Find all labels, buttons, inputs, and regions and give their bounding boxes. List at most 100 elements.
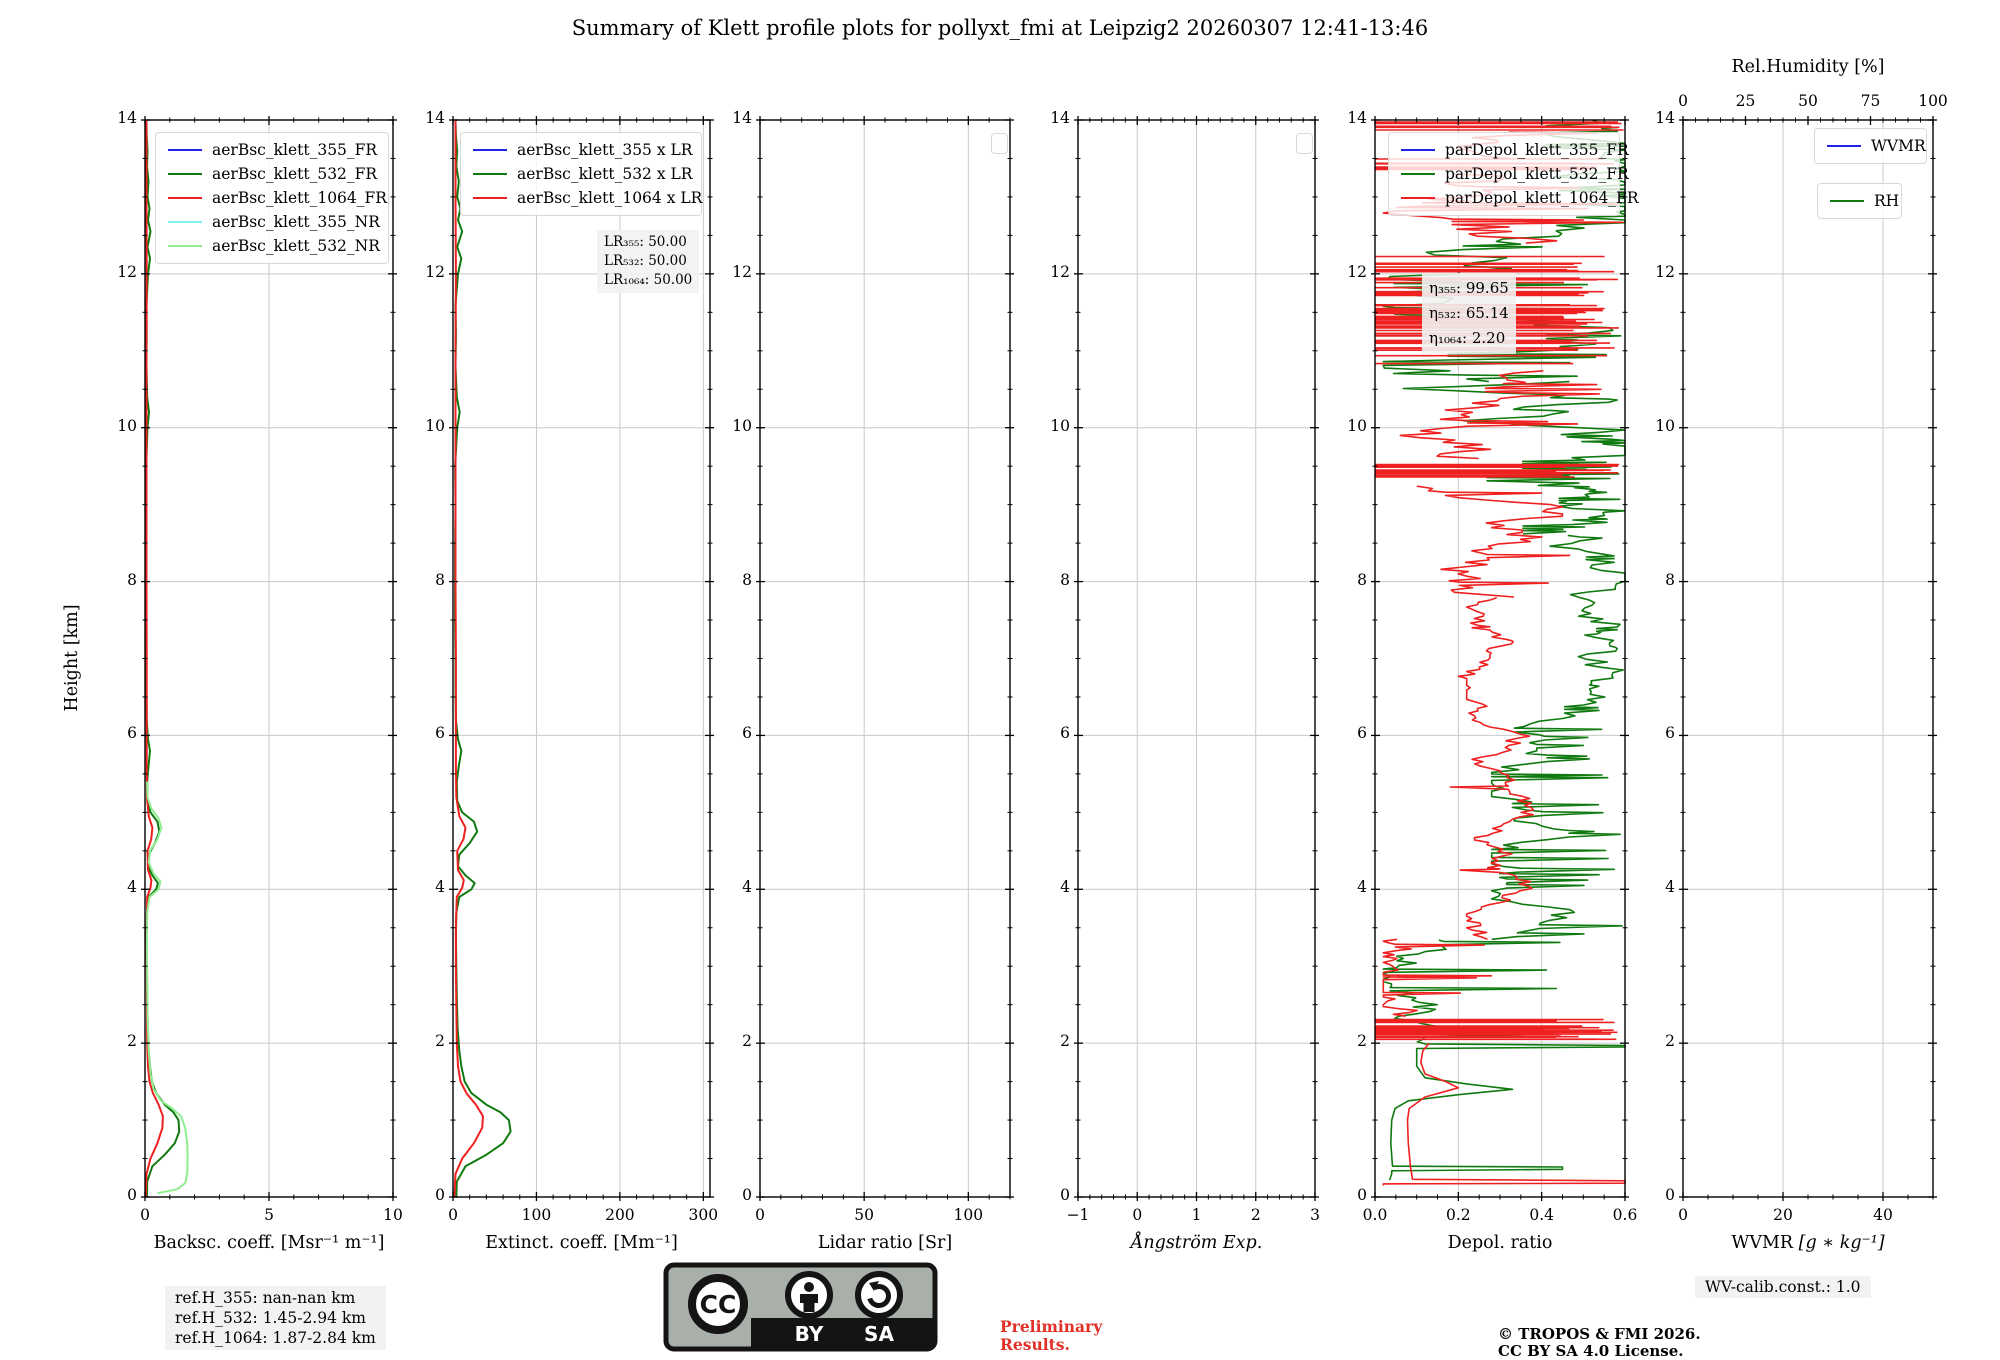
x-axis-label-text: Extinct. coeff. [Mm⁻¹] xyxy=(485,1233,678,1253)
y-tick-label: 0 xyxy=(1357,1186,1367,1204)
x-tick-label: 100 xyxy=(953,1206,984,1224)
legend-line-swatch xyxy=(1401,173,1435,175)
x-tick-label: 0 xyxy=(755,1206,765,1224)
svg-text:CC: CC xyxy=(700,1290,737,1319)
cc-icon: CC xyxy=(688,1274,748,1334)
x-tick-label: 10 xyxy=(383,1206,403,1224)
cc-by-sa-badge: CC BY SA xyxy=(663,1262,938,1356)
plot-canvas-backscatter xyxy=(141,116,397,1201)
x-axis-label-angstrom: Ångström Exp. xyxy=(1078,1233,1315,1253)
y-tick-label: 2 xyxy=(435,1032,445,1051)
wv-calibration-annotation: WV-calib.const.: 1.0 xyxy=(1695,1276,1871,1298)
legend-line-swatch xyxy=(473,149,507,151)
legend-label: aerBsc_klett_532_FR xyxy=(212,165,378,183)
plot-lidar_ratio: 0 50 100 0 2 4 6 8 10 12 14 Lidar ratio [Sr] xyxy=(732,108,1022,1253)
copyright-line-2: CC BY SA 4.0 License. xyxy=(1498,1342,1684,1360)
legend-line-swatch xyxy=(168,173,202,175)
legend-extinction: aerBsc_klett_355 x LR aerBsc_klett_532 x … xyxy=(460,132,702,216)
preliminary-line-2: Results. xyxy=(1000,1335,1070,1354)
y-tick-label: 10 xyxy=(1050,416,1070,435)
x-axis-label-backscatter: Backsc. coeff. [Msr⁻¹ m⁻¹] xyxy=(145,1233,393,1253)
legend-item: parDepol_klett_355_FR xyxy=(1389,138,1629,162)
y-tick-label: 4 xyxy=(127,878,137,897)
legend-item: parDepol_klett_532_FR xyxy=(1389,162,1629,186)
y-tick-label: 10 xyxy=(1347,416,1367,435)
y-tick-label: 0 xyxy=(1665,1186,1675,1204)
y-tick-label: 6 xyxy=(127,724,137,743)
legend-wvmr: WVMR xyxy=(1814,128,1927,164)
plot-angstrom: −1 0 1 2 3 0 2 4 6 8 10 12 14 Ångström Exp. xyxy=(1050,108,1327,1253)
annotation-line: LR₅₃₂: 50.00 xyxy=(604,253,687,269)
annotation-line: η₃₅₅: 99.65 xyxy=(1429,279,1509,297)
legend-item: aerBsc_klett_532_FR xyxy=(156,162,388,186)
y-tick-label: 0 xyxy=(742,1186,752,1204)
legend-line-swatch xyxy=(168,197,202,199)
y-tick-label: 10 xyxy=(1655,416,1675,435)
top-axis-tick-label: 50 xyxy=(1798,92,1818,110)
legend-label: aerBsc_klett_532_NR xyxy=(212,237,380,255)
x-axis-label-wvmr: WVMR [g ∗ kg⁻¹] xyxy=(1683,1233,1933,1253)
x-tick-label: 100 xyxy=(521,1206,552,1224)
x-axis-label-text: Depol. ratio xyxy=(1447,1233,1553,1253)
legend-label: aerBsc_klett_355 x LR xyxy=(517,141,693,159)
legend-label: parDepol_klett_1064_FR xyxy=(1445,189,1639,207)
x-tick-label: 20 xyxy=(1773,1206,1793,1224)
plot-canvas-wvmr xyxy=(1679,116,1937,1201)
y-tick-label: 4 xyxy=(1665,878,1675,897)
legend-label: WVMR xyxy=(1871,137,1926,155)
y-tick-label: 10 xyxy=(732,416,752,435)
x-tick-label: 1 xyxy=(1191,1206,1202,1224)
y-tick-label: 14 xyxy=(1050,109,1070,127)
legend-item: WVMR xyxy=(1815,134,1926,158)
y-tick-label: 0 xyxy=(127,1186,137,1204)
x-axis-label-text: Lidar ratio [Sr] xyxy=(817,1233,953,1253)
x-tick-label: 2 xyxy=(1250,1206,1261,1224)
x-tick-label: 0 xyxy=(140,1206,150,1224)
x-tick-label: 0.4 xyxy=(1529,1206,1554,1224)
legend-item: aerBsc_klett_355_NR xyxy=(156,210,388,234)
legend-label: aerBsc_klett_355_NR xyxy=(212,213,380,231)
legend-line-swatch xyxy=(1830,200,1864,202)
annotation-line: η₁₀₆₄: 2.20 xyxy=(1429,329,1506,347)
annotation-line: η₅₃₂: 65.14 xyxy=(1429,304,1509,322)
legend-line-swatch xyxy=(473,173,507,175)
y-tick-label: 2 xyxy=(1665,1032,1675,1051)
y-tick-label: 10 xyxy=(117,416,137,435)
top-axis-title: Rel.Humidity [%] xyxy=(1731,57,1885,77)
y-tick-label: 14 xyxy=(1347,109,1367,127)
copyright-line-1: © TROPOS & FMI 2026. xyxy=(1498,1325,1701,1343)
x-tick-label: 200 xyxy=(605,1206,635,1224)
plot-canvas-angstrom xyxy=(1074,116,1319,1201)
cc-badge-graphic: CC BY SA xyxy=(663,1262,938,1352)
top-axis-tick-label: 0 xyxy=(1678,92,1688,110)
legend-line-swatch xyxy=(1401,197,1435,199)
x-tick-label: 5 xyxy=(264,1206,274,1224)
plot-extinction: 0 100 200 300 0 2 4 6 8 10 12 14 Extinct. coeff. [Mm… xyxy=(425,108,722,1253)
x-axis-label-text: WVMR xyxy=(1731,1233,1794,1253)
y-tick-label: 12 xyxy=(732,262,752,281)
x-tick-label: 0.0 xyxy=(1362,1206,1388,1224)
plot-canvas-extinction xyxy=(449,116,714,1201)
y-tick-label: 14 xyxy=(732,109,752,127)
x-axis-label-text: Ångström Exp. xyxy=(1130,1233,1263,1253)
legend-item: RH xyxy=(1818,189,1901,213)
y-axis-label: Height [km] xyxy=(62,604,82,712)
y-tick-label: 8 xyxy=(435,570,445,589)
cc-badge-by-label: BY xyxy=(795,1322,824,1346)
series-line-parDepol_klett_532_FR xyxy=(1382,119,1626,1181)
plot-backscatter: 0 5 10 0 2 4 6 8 10 12 14 Backsc. coeff. [Msr⁻¹ m⁻¹… xyxy=(117,108,405,1253)
x-tick-label: 0 xyxy=(448,1206,458,1224)
legend-line-swatch xyxy=(1827,145,1861,147)
legend-label: RH xyxy=(1874,192,1900,210)
x-tick-label: 0 xyxy=(1132,1206,1143,1224)
y-tick-label: 8 xyxy=(1665,570,1675,589)
y-tick-label: 6 xyxy=(1665,724,1675,743)
top-axis-tick-label: 25 xyxy=(1735,92,1756,110)
series-line-aerBsc_klett_1064_FR xyxy=(144,120,164,1198)
series-line-aerBsc_klett_1064_xLR xyxy=(453,120,484,1198)
y-tick-label: 8 xyxy=(742,570,752,589)
legend-empty-angstrom xyxy=(1296,133,1313,154)
legend-line-swatch xyxy=(168,149,202,151)
annotation-depol_ratio: η₃₅₅: 99.65 η₅₃₂: 65.14 η₁₀₆₄: 2.20 xyxy=(1422,273,1516,354)
ref-h-1064: ref.H_1064: 1.87-2.84 km xyxy=(175,1329,376,1347)
